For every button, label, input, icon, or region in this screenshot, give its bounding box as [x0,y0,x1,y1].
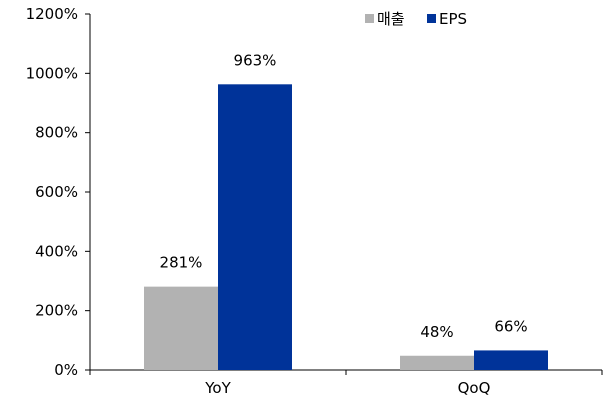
y-tick-label: 600% [35,183,78,201]
bar-qoq-eps [474,350,548,370]
data-labels: 281% 963% 48% 66% [160,51,528,340]
bar-yoy-sales [144,286,218,370]
data-label: 281% [160,254,203,272]
bar-qoq-sales [400,355,474,370]
legend-swatch-sales [365,14,374,23]
y-tick-label: 400% [35,242,78,260]
legend: 매출 EPS [365,10,467,28]
x-category-label: YoY [204,379,231,397]
y-tick-label: 1200% [26,5,78,23]
data-label: 963% [234,51,277,69]
bar-yoy-eps [218,84,292,370]
y-tick-label: 200% [35,302,78,320]
legend-label: EPS [439,10,467,28]
legend-swatch-eps [427,14,436,23]
legend-label: 매출 [377,10,405,28]
data-label: 66% [494,317,527,335]
x-category-label: QoQ [458,379,491,397]
y-axis: 0% 200% 400% 600% 800% 1000% 1200% [26,5,91,379]
x-axis: YoY QoQ [89,369,603,397]
bars [144,84,548,370]
y-tick-label: 800% [35,124,78,142]
y-tick-label: 0% [54,361,78,379]
y-tick-label: 1000% [26,64,78,82]
data-label: 48% [420,323,453,341]
